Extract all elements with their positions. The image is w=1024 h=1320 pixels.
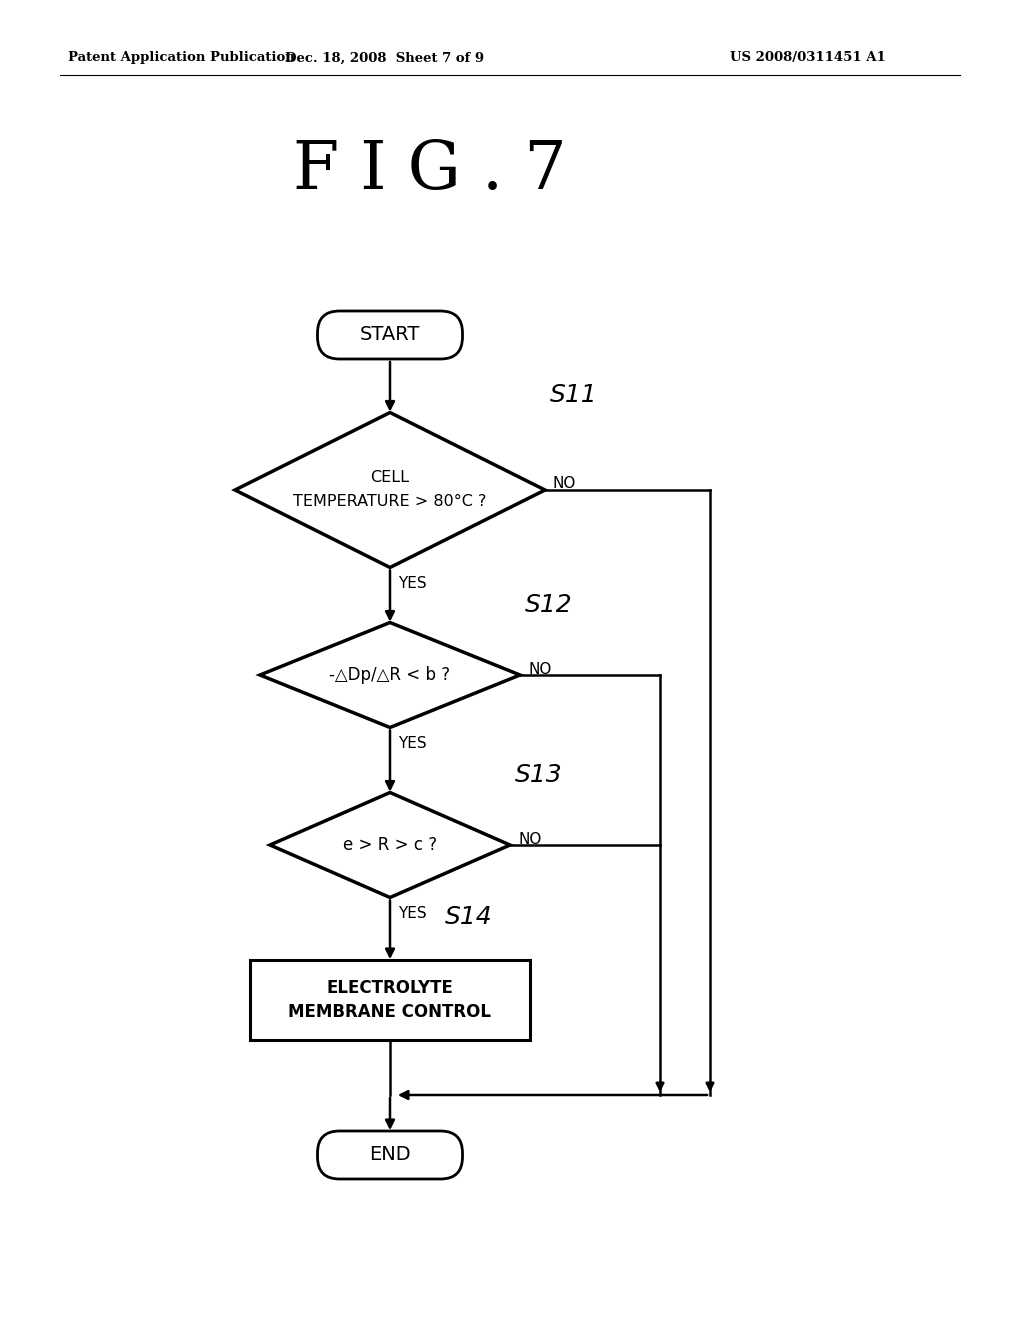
Text: S13: S13 bbox=[515, 763, 562, 788]
Text: e > R > c ?: e > R > c ? bbox=[343, 836, 437, 854]
Text: ELECTROLYTE: ELECTROLYTE bbox=[327, 979, 454, 997]
Text: START: START bbox=[359, 326, 420, 345]
Text: S14: S14 bbox=[445, 906, 493, 929]
Text: TEMPERATURE > 80°C ?: TEMPERATURE > 80°C ? bbox=[293, 495, 486, 510]
Text: -△Dp/△R < b ?: -△Dp/△R < b ? bbox=[330, 667, 451, 684]
Text: Dec. 18, 2008  Sheet 7 of 9: Dec. 18, 2008 Sheet 7 of 9 bbox=[286, 51, 484, 65]
Bar bbox=[250, 960, 530, 1040]
Text: US 2008/0311451 A1: US 2008/0311451 A1 bbox=[730, 51, 886, 65]
Text: S12: S12 bbox=[525, 594, 572, 618]
Text: CELL: CELL bbox=[371, 470, 410, 486]
Text: F I G . 7: F I G . 7 bbox=[293, 137, 567, 203]
Text: NO: NO bbox=[518, 832, 542, 846]
Text: NO: NO bbox=[528, 661, 551, 676]
FancyBboxPatch shape bbox=[317, 1131, 463, 1179]
Text: YES: YES bbox=[398, 576, 427, 590]
Text: YES: YES bbox=[398, 906, 427, 920]
Text: NO: NO bbox=[553, 477, 577, 491]
Text: MEMBRANE CONTROL: MEMBRANE CONTROL bbox=[289, 1003, 492, 1020]
Text: END: END bbox=[370, 1146, 411, 1164]
Text: Patent Application Publication: Patent Application Publication bbox=[68, 51, 295, 65]
Text: S11: S11 bbox=[550, 384, 598, 408]
Polygon shape bbox=[234, 412, 545, 568]
Polygon shape bbox=[260, 623, 520, 727]
FancyBboxPatch shape bbox=[317, 312, 463, 359]
Text: YES: YES bbox=[398, 735, 427, 751]
Polygon shape bbox=[270, 792, 510, 898]
